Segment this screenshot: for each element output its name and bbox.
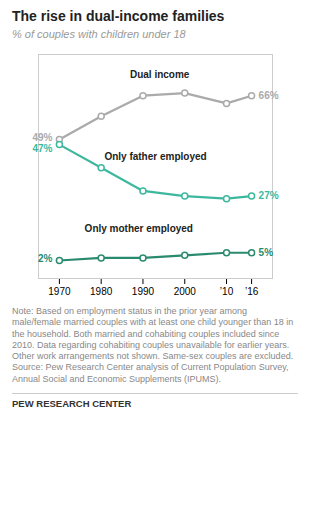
svg-text:1980: 1980 [90,286,113,297]
svg-text:66%: 66% [259,90,279,101]
svg-text:1990: 1990 [132,286,155,297]
svg-text:47%: 47% [32,143,52,154]
svg-text:Only father employed: Only father employed [104,151,206,162]
svg-text:’10: ’10 [220,286,234,297]
html-text:The rise in dual-income famili: The rise in dual-income families [12,8,225,24]
svg-text:’16: ’16 [245,286,259,297]
html-text:Note: Based on employment stat: Note: Based on employment status in the … [12,306,294,384]
svg-text:1970: 1970 [48,286,71,297]
svg-text:2%: 2% [38,253,53,264]
svg-text:5%: 5% [259,247,274,258]
html-text:PEW RESEARCH CENTER: PEW RESEARCH CENTER [12,397,132,409]
svg-text:27%: 27% [259,190,279,201]
svg-text:Only mother employed: Only mother employed [85,223,193,234]
svg-text:49%: 49% [32,132,52,143]
svg-text:2000: 2000 [174,286,197,297]
html-text:% of couples with children und: % of couples with children under 18 [12,28,186,40]
svg-text:Dual income: Dual income [130,69,190,80]
